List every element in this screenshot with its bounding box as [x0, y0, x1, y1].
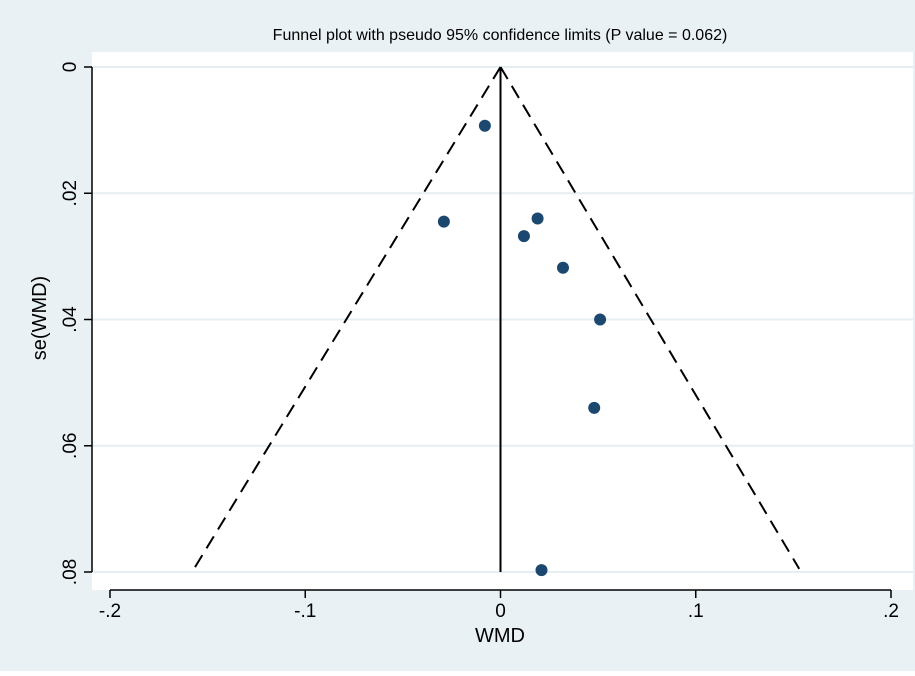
x-tick-label: .2: [883, 601, 899, 622]
y-axis-title: se(WMD): [29, 276, 51, 360]
gridlines: [92, 66, 913, 573]
study-point: [556, 261, 569, 274]
plot-area: [92, 52, 913, 590]
funnel-right-limit: [499, 66, 801, 570]
study-point: [588, 401, 601, 414]
study-point: [594, 313, 607, 326]
funnel-left-limit: [193, 66, 502, 570]
y-tick-label: .04: [60, 306, 81, 333]
y-tick-label: .08: [60, 559, 81, 585]
x-axis-title: WMD: [475, 625, 525, 647]
study-point: [478, 119, 491, 132]
x-tick-label: -.1: [294, 601, 316, 622]
data-points: [437, 119, 607, 577]
funnel-lines: [193, 66, 801, 572]
y-tick-label: .06: [60, 433, 81, 459]
x-tick-label: -.2: [99, 601, 121, 622]
chart-title: Funnel plot with pseudo 95% confidence l…: [273, 27, 728, 44]
y-tick-label: 0: [60, 62, 81, 73]
axes: 0 .02 .04 .06 .08 -.2 -.1 0 .1 .2: [60, 62, 899, 622]
study-point: [517, 230, 530, 243]
x-tick-label: 0: [495, 601, 506, 622]
study-point: [531, 212, 544, 225]
y-tick-label: .02: [60, 180, 81, 206]
study-point: [437, 215, 450, 228]
study-point: [535, 564, 548, 577]
x-tick-label: .1: [688, 601, 704, 622]
